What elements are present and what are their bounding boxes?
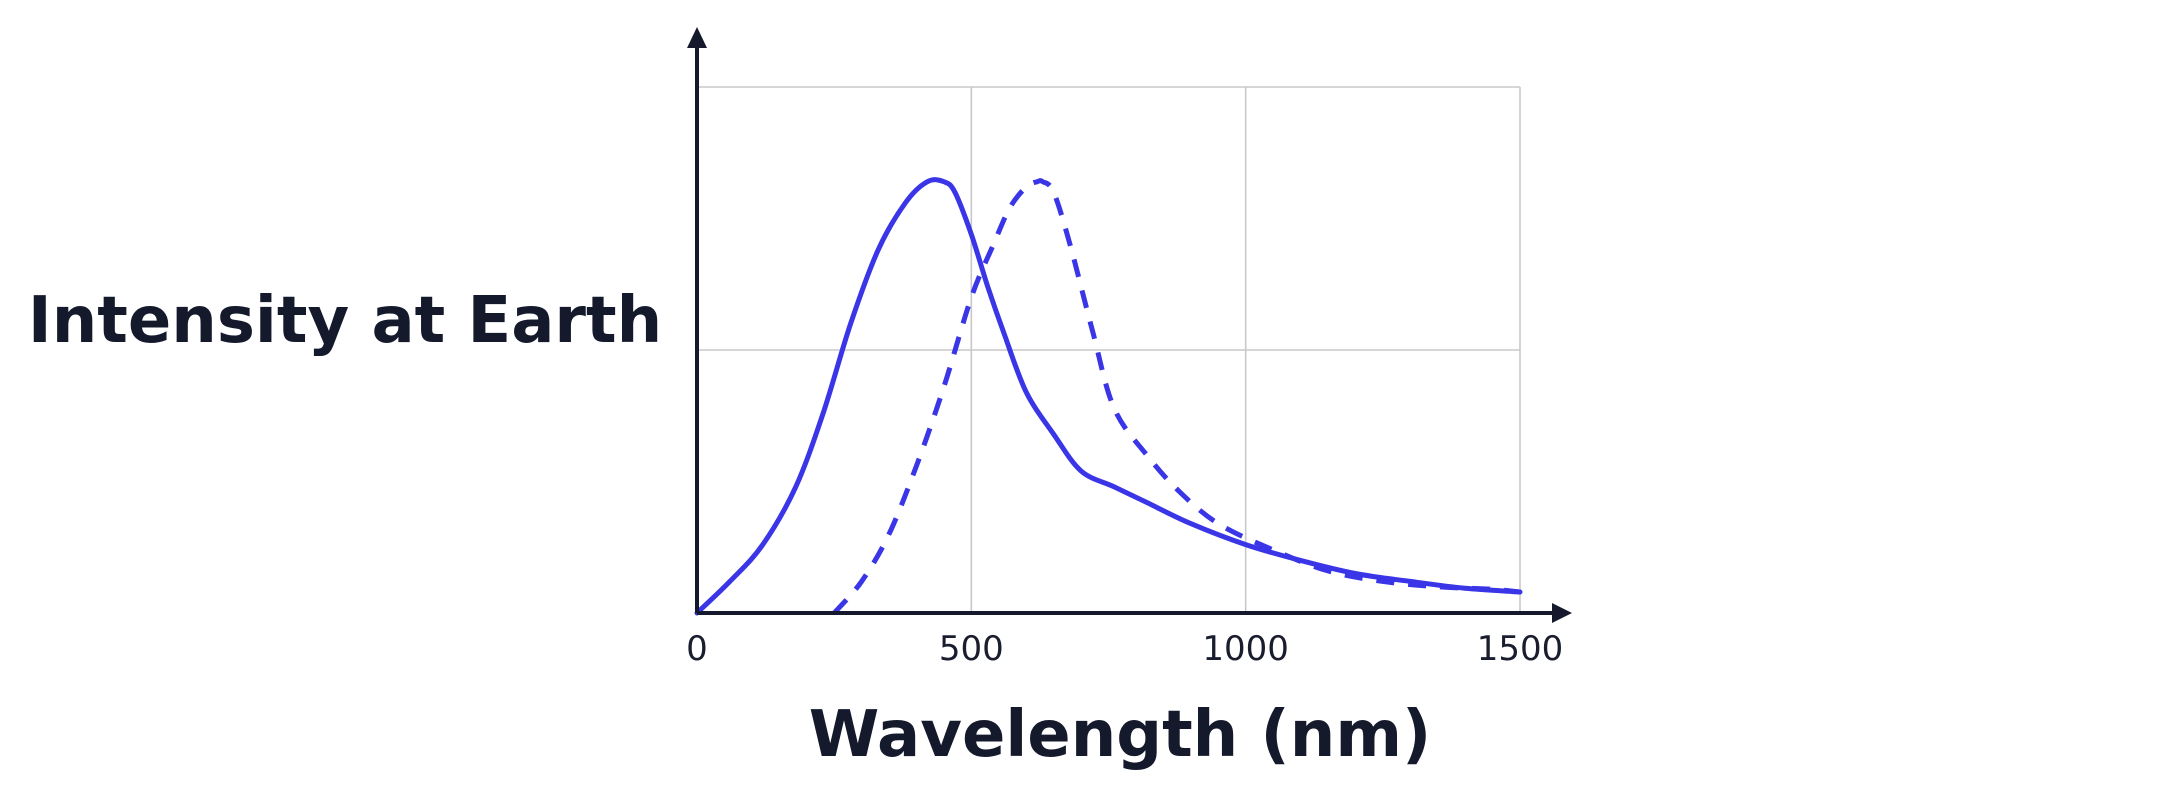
x-tick-label-0: 0 [686, 629, 708, 669]
y-axis-title: Intensity at Earth [28, 284, 662, 358]
y-axis-arrow-icon [687, 27, 707, 48]
axes [687, 27, 1572, 623]
x-axis-title: Wavelength (nm) [809, 698, 1432, 772]
x-tick-label-2: 1000 [1202, 629, 1289, 669]
x-axis-arrow-icon [1552, 603, 1572, 623]
series-layer [694, 177, 1523, 616]
x-tick-label-3: 1500 [1477, 629, 1564, 669]
x-tick-label-1: 500 [939, 629, 1004, 669]
grid-lines [697, 86, 1521, 613]
series-line-dashed [832, 178, 1521, 615]
x-tick-labels: 0 500 1000 1500 [686, 629, 1563, 669]
